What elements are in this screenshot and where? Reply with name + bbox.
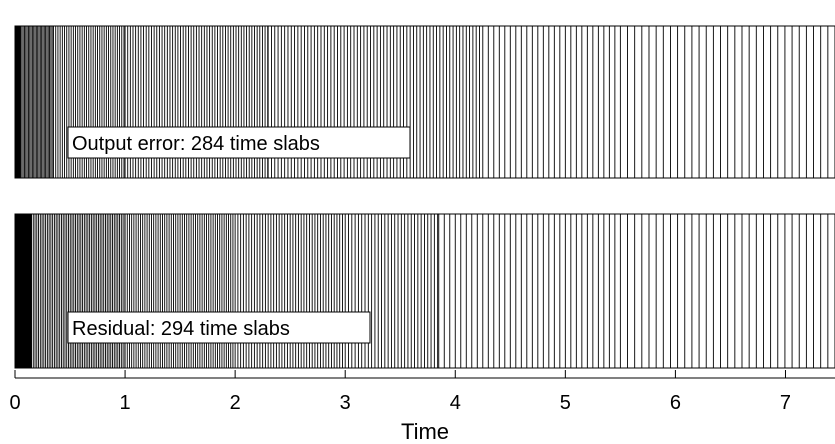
x-tick-label: 2 (230, 392, 241, 414)
panel-output-error: Output error: 284 time slabs (14, 25, 835, 179)
x-axis: 0 1 2 3 4 5 6 7 Time (9, 370, 835, 444)
x-tick-label: 4 (450, 392, 461, 414)
x-tick-label: 5 (560, 392, 571, 414)
x-tick-label: 3 (340, 392, 351, 414)
x-ticks: 0 1 2 3 4 5 6 7 (9, 370, 791, 414)
x-axis-label: Time (401, 419, 449, 444)
panel-label: Residual: 294 time slabs (72, 318, 290, 340)
x-tick-label: 7 (780, 392, 791, 414)
panel-label: Output error: 284 time slabs (72, 133, 320, 155)
x-tick-label: 1 (120, 392, 131, 414)
panel-label-box: Residual: 294 time slabs (67, 311, 371, 344)
panel-label-box: Output error: 284 time slabs (67, 126, 411, 159)
panel-residual: Residual: 294 time slabs (14, 213, 835, 369)
x-tick-label: 6 (670, 392, 681, 414)
slab-lines (14, 214, 829, 368)
x-tick-label: 0 (9, 392, 20, 414)
